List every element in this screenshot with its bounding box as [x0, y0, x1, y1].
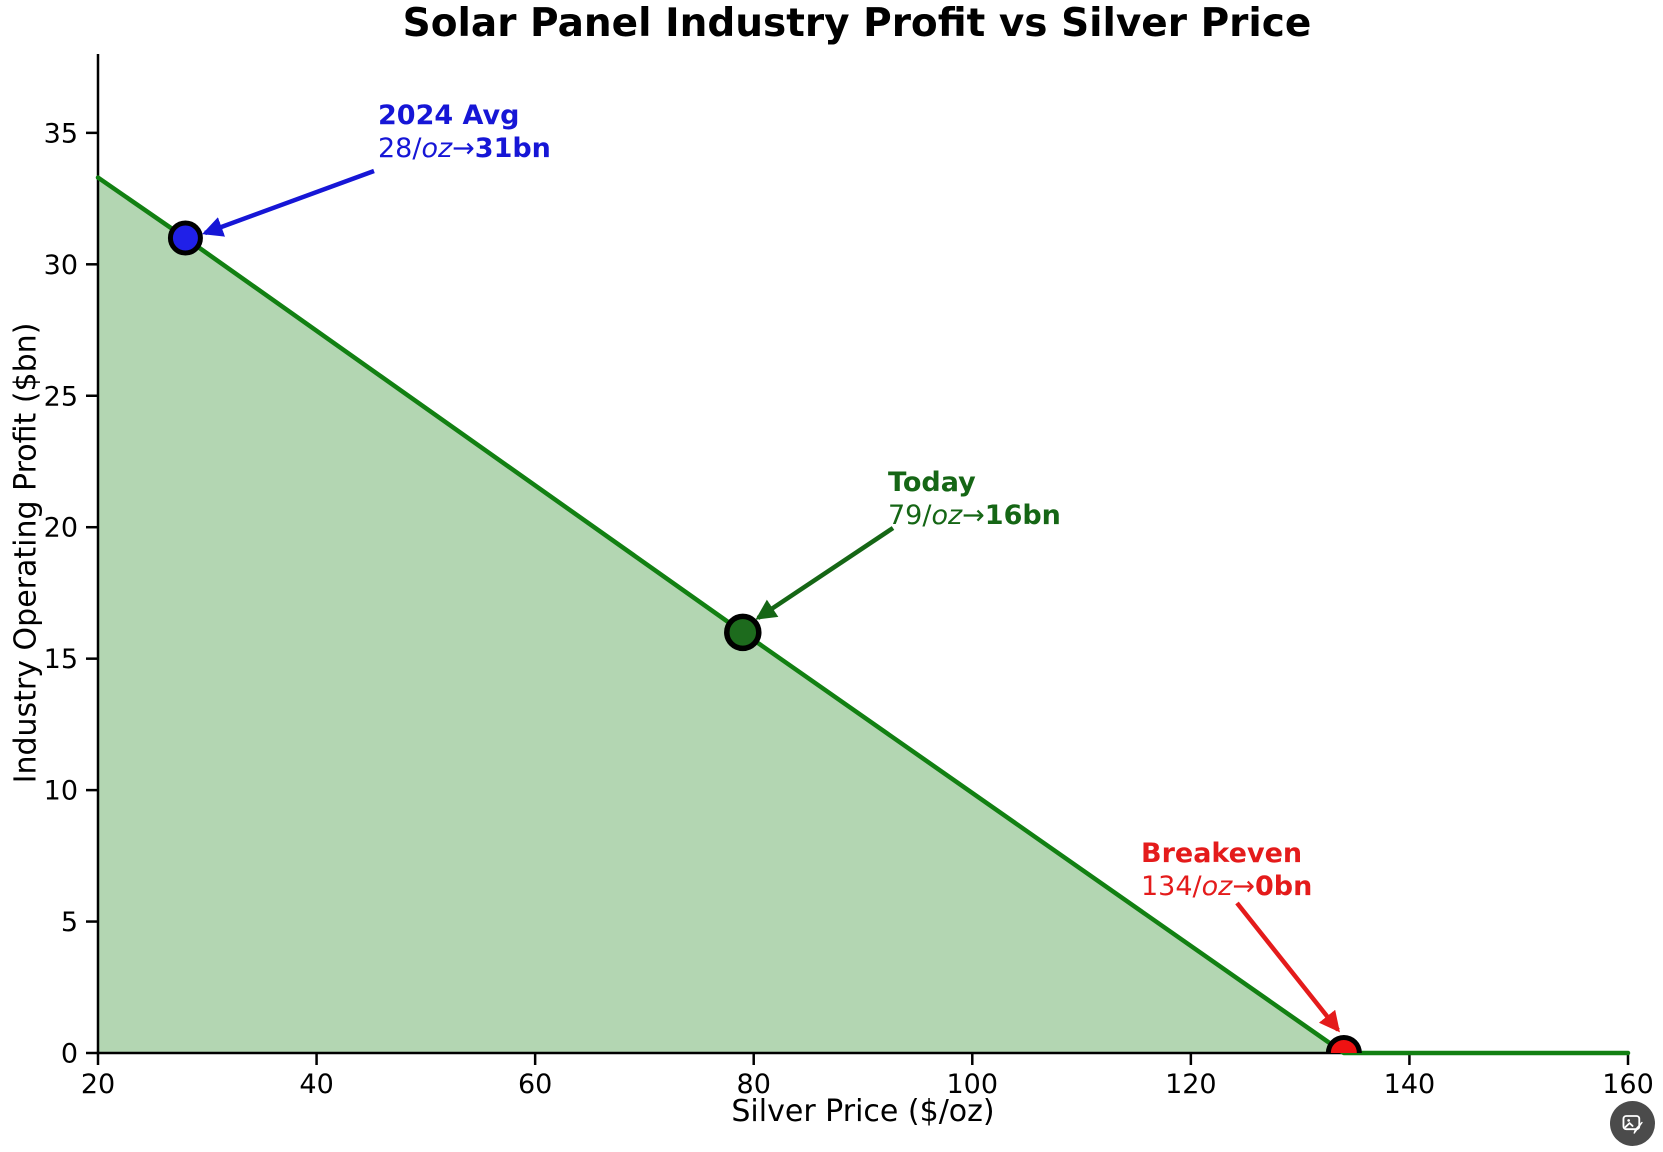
value-text: 16bn — [984, 500, 1061, 531]
annotation-arrow-breakeven — [1235, 901, 1340, 1033]
image-edit-badge[interactable] — [1610, 1101, 1655, 1146]
annotation-arrow-2024-avg — [202, 168, 375, 237]
x-tick-label: 160 — [1602, 1069, 1654, 1100]
x-tick-label: 140 — [1384, 1069, 1436, 1100]
annotation-breakeven-title: Breakeven — [1141, 838, 1303, 869]
y-tick-label: 5 — [61, 907, 78, 938]
image-edit-icon — [1622, 1114, 1643, 1134]
x-tick-label: 80 — [737, 1069, 771, 1100]
x-tick-label: 60 — [518, 1069, 552, 1100]
annotation-2024-avg-title: 2024 Avg — [378, 100, 520, 131]
x-tick-label: 100 — [947, 1069, 999, 1100]
arrow-glyph: → — [962, 500, 985, 531]
unit-text: oz — [1201, 871, 1233, 902]
annotation-breakeven: Breakeven 134/oz→0bn — [1141, 837, 1312, 903]
data-point-today — [724, 613, 762, 652]
price-text: 79/ — [888, 500, 932, 531]
annotation-arrow-today — [755, 526, 895, 620]
y-tick-label: 15 — [44, 644, 78, 675]
y-tick-label: 20 — [44, 513, 78, 544]
price-text: 28/ — [378, 133, 422, 164]
annotation-2024-avg-value: 28/oz→31bn — [378, 132, 551, 165]
x-axis-label: Silver Price ($/oz) — [731, 1094, 995, 1129]
x-tick-label: 40 — [299, 1069, 333, 1100]
chart-title: Solar Panel Industry Profit vs Silver Pr… — [402, 1, 1312, 46]
data-points — [167, 220, 1362, 1053]
arrow-glyph: → — [452, 133, 475, 164]
y-axis-label: Industry Operating Profit ($bn) — [8, 322, 44, 784]
value-text: 0bn — [1254, 871, 1313, 902]
value-text: 31bn — [474, 133, 551, 164]
annotation-today-value: 79/oz→16bn — [888, 499, 1061, 532]
unit-text: oz — [931, 500, 963, 531]
annotation-today-title: Today — [888, 467, 976, 498]
annotation-breakeven-value: 134/oz→0bn — [1141, 870, 1312, 903]
y-tick-label: 10 — [44, 776, 78, 807]
x-tick-label: 120 — [1165, 1069, 1217, 1100]
unit-text: oz — [421, 133, 453, 164]
profit-area-fill — [98, 177, 1628, 1053]
price-text: 134/ — [1141, 871, 1202, 902]
annotation-2024-avg: 2024 Avg 28/oz→31bn — [378, 99, 551, 165]
y-tick-label: 0 — [61, 1039, 78, 1070]
x-tick-label: 20 — [81, 1069, 115, 1100]
annotation-today: Today 79/oz→16bn — [888, 466, 1061, 532]
data-point-breakeven — [1325, 1035, 1362, 1053]
data-point-2024-avg — [167, 220, 203, 256]
arrow-glyph: → — [1232, 871, 1255, 902]
y-tick-label: 30 — [44, 250, 78, 281]
y-tick-label: 25 — [44, 381, 78, 412]
y-tick-label: 35 — [44, 118, 78, 149]
